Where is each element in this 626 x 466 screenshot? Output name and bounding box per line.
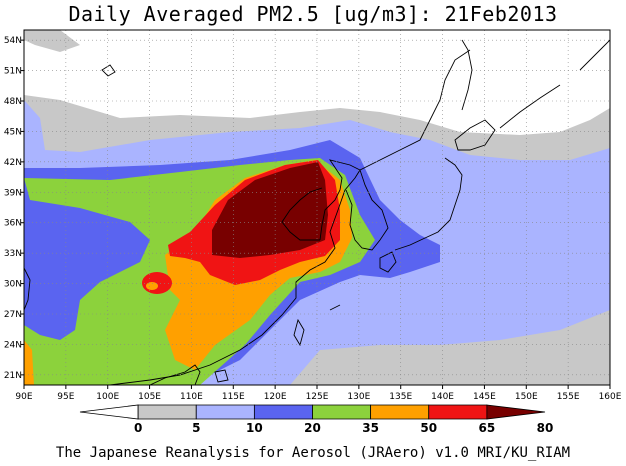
lon-tick-label: 100E (96, 392, 119, 402)
coast-manchuria (359, 49, 471, 171)
lat-tick-label: 21N (4, 371, 22, 381)
colorbar: 0 5 10 20 35 50 65 80 (79, 404, 554, 435)
coast-hainan (214, 369, 229, 383)
lon-tick-label: 105E (138, 392, 161, 402)
colorbar-swatch (137, 404, 197, 420)
lat-tick-label: 54N (4, 36, 22, 46)
coast-taiwan (293, 318, 305, 347)
lon-tick-label: 160E (599, 392, 622, 402)
lat-tick-label: 33N (4, 249, 22, 259)
colorbar-swatch (79, 404, 139, 420)
colorbar-label: 10 (246, 421, 263, 435)
colorbar-swatch (253, 404, 313, 420)
coast-japan-honshu (394, 157, 463, 251)
field-50-65-west (24, 340, 34, 385)
latitude-axis: 54N 51N 48N 45N 42N 39N 36N 33N 30N 27N 24N 21N (4, 36, 24, 381)
longitude-axis: 90E 95E 100E 105E 110E 115E 120E 125E 130E 135E 14… (15, 385, 622, 402)
colorbar-swatch (428, 404, 488, 420)
lat-tick-label: 51N (4, 67, 22, 77)
lon-tick-label: 120E (264, 392, 287, 402)
field-80-plus (212, 162, 328, 258)
coast-bohai (281, 187, 323, 241)
lon-tick-label: 95E (57, 392, 74, 402)
lon-tick-label: 130E (347, 392, 370, 402)
field-5-10-north (24, 30, 80, 52)
coast-india (24, 267, 31, 311)
lon-tick-label: 150E (515, 392, 538, 402)
coast-kamchatka (579, 39, 610, 71)
lat-tick-label: 48N (4, 97, 22, 107)
coast-sakhalin (461, 39, 473, 111)
lat-tick-label: 39N (4, 188, 22, 198)
pm25-fields (24, 30, 610, 385)
lat-tick-label: 24N (4, 340, 22, 350)
coastlines (24, 39, 610, 385)
colorbar-swatch (370, 404, 430, 420)
colorbar-label: 20 (304, 421, 321, 435)
map-title: Daily Averaged PM2.5 [ug/m3]: 21Feb2013 (68, 2, 558, 26)
lon-tick-label: 125E (306, 392, 329, 402)
coast-ryukyu (329, 304, 341, 311)
coast-mainland (109, 159, 361, 385)
colorbar-swatch (195, 404, 255, 420)
coast-japan-kyushu (379, 251, 397, 273)
colorbar-label: 65 (479, 421, 496, 435)
colorbar-label: 5 (192, 421, 200, 435)
lat-tick-label: 30N (4, 280, 22, 290)
colorbar-swatch (486, 404, 546, 420)
lat-tick-label: 45N (4, 127, 22, 137)
coast-korea (345, 169, 389, 251)
coast-kurils (499, 84, 561, 129)
field-50-65-sichuan-core (146, 282, 158, 290)
colorbar-swatch (312, 404, 372, 420)
lat-tick-label: 36N (4, 219, 22, 229)
lat-tick-label: 27N (4, 310, 22, 320)
colorbar-label: 50 (420, 421, 437, 435)
colorbar-label: 35 (362, 421, 379, 435)
credit-line: The Japanese Reanalysis for Aerosol (JRA… (55, 445, 571, 461)
lon-tick-label: 145E (473, 392, 496, 402)
lon-tick-label: 135E (389, 392, 412, 402)
colorbar-label: 80 (537, 421, 554, 435)
coast-lake-baikal (101, 64, 116, 77)
lat-tick-label: 42N (4, 158, 22, 168)
coast-indochina (149, 364, 201, 385)
lon-tick-label: 110E (180, 392, 203, 402)
coast-japan-hokkaido (454, 119, 496, 151)
lon-tick-label: 115E (222, 392, 245, 402)
field-65-80-sichuan (142, 272, 172, 294)
lon-tick-label: 90E (15, 392, 32, 402)
colorbar-label: 0 (134, 421, 142, 435)
lon-tick-label: 155E (557, 392, 580, 402)
graticule (24, 30, 610, 385)
lon-tick-label: 140E (431, 392, 454, 402)
